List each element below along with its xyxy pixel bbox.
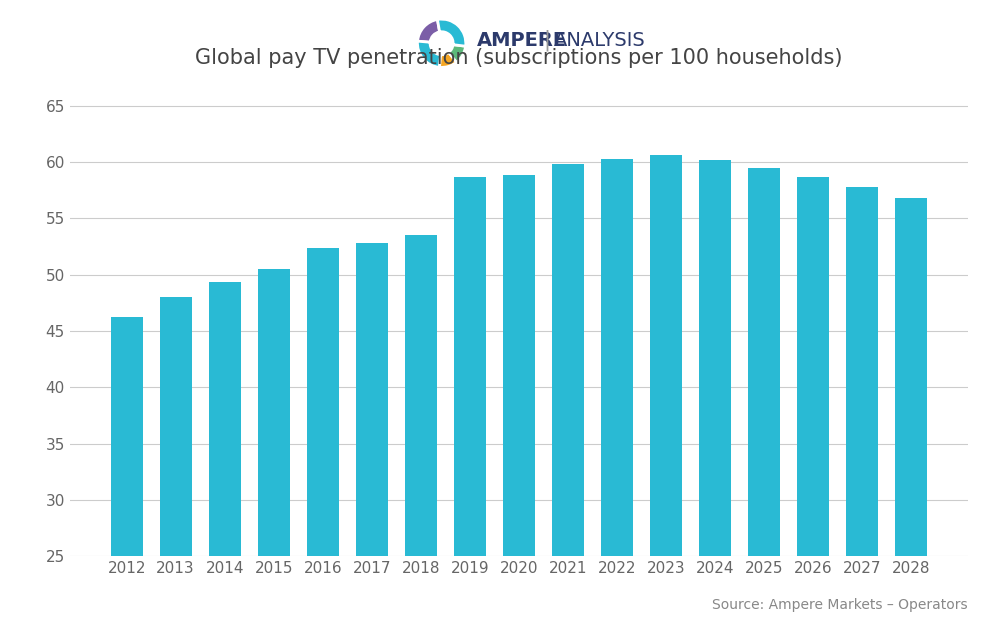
Bar	[405, 235, 437, 618]
Wedge shape	[417, 41, 440, 67]
Bar	[160, 297, 192, 618]
Bar	[257, 269, 289, 618]
Wedge shape	[449, 44, 466, 62]
Bar	[306, 248, 338, 618]
Bar	[209, 282, 241, 618]
Text: Source: Ampere Markets – Operators: Source: Ampere Markets – Operators	[713, 598, 968, 612]
Bar	[797, 177, 829, 618]
Bar	[454, 177, 486, 618]
Bar	[748, 167, 780, 618]
Bar	[846, 187, 878, 618]
Bar	[503, 176, 535, 618]
Title: Global pay TV penetration (subscriptions per 100 households): Global pay TV penetration (subscriptions…	[196, 48, 842, 67]
Bar	[111, 318, 143, 618]
Wedge shape	[437, 19, 466, 46]
Bar	[601, 159, 633, 618]
Text: ANALYSIS: ANALYSIS	[554, 31, 646, 49]
Bar	[895, 198, 927, 618]
Bar	[356, 243, 388, 618]
Wedge shape	[439, 53, 456, 67]
Bar	[552, 164, 584, 618]
Bar	[700, 159, 732, 618]
Text: AMPERE: AMPERE	[477, 31, 567, 49]
Bar	[650, 155, 682, 618]
Wedge shape	[417, 20, 439, 42]
Text: |: |	[543, 30, 551, 51]
